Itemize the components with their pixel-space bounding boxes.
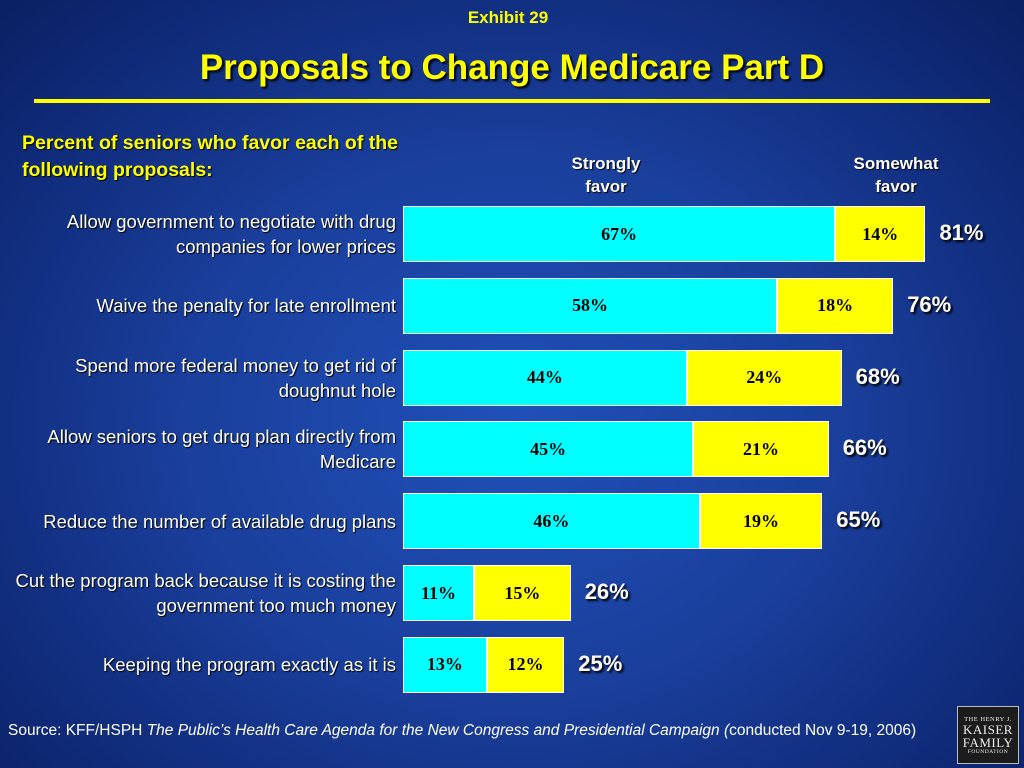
kaiser-family-foundation-logo: THE HENRY J. KAISER FAMILY FOUNDATION bbox=[957, 706, 1019, 764]
data-label: 19% bbox=[742, 510, 779, 531]
total-label: 76% bbox=[907, 291, 952, 317]
bar-segment-strongly-favor: 58% bbox=[403, 277, 778, 334]
bar-segment-somewhat-favor: 21% bbox=[693, 421, 829, 478]
chart-subtitle: Percent of seniors who favor each of the… bbox=[22, 132, 399, 181]
data-label: 44% bbox=[526, 367, 563, 388]
total-label: 66% bbox=[842, 435, 887, 461]
data-label: 13% bbox=[426, 654, 463, 675]
source-title: The Public’s Health Care Agenda for the … bbox=[146, 722, 730, 739]
bar-segment-strongly-favor: 67% bbox=[403, 206, 836, 262]
data-label: 12% bbox=[507, 654, 544, 675]
bar-segment-somewhat-favor: 12% bbox=[486, 636, 565, 693]
logo-line-1: THE HENRY J. bbox=[964, 715, 1012, 723]
page-title: Proposals to Change Medicare Part D bbox=[199, 48, 825, 87]
category-label: Reduce the number of available drug plan… bbox=[43, 510, 396, 532]
bar-segment-somewhat-favor: 24% bbox=[686, 349, 842, 406]
bar-segment-strongly-favor: 13% bbox=[403, 636, 487, 693]
bar-segment-somewhat-favor: 19% bbox=[699, 493, 823, 550]
bar-segment-somewhat-favor: 18% bbox=[777, 277, 894, 334]
category-label: Allow government to negotiate with drug … bbox=[66, 211, 396, 257]
bar-segment-strongly-favor: 44% bbox=[403, 349, 687, 406]
total-label: 25% bbox=[578, 650, 623, 676]
source-note: Source: KFF/HSPH The Public’s Health Car… bbox=[8, 720, 953, 741]
category-label: Spend more federal money to get rid of d… bbox=[75, 354, 396, 401]
data-label: 14% bbox=[862, 223, 899, 244]
data-label: 24% bbox=[746, 367, 783, 388]
source-prefix: Source: KFF/HSPH bbox=[8, 722, 147, 739]
total-label: 68% bbox=[855, 363, 900, 389]
bar-segment-somewhat-favor: 14% bbox=[835, 206, 926, 262]
data-label: 11% bbox=[420, 582, 456, 603]
title-divider bbox=[34, 99, 990, 103]
logo-line-2a: KAISER bbox=[963, 721, 1013, 737]
total-label: 26% bbox=[584, 579, 629, 604]
category-label: Keeping the program exactly as it is bbox=[102, 654, 396, 676]
logo-line-3: FOUNDATION bbox=[967, 748, 1009, 755]
category-label: Waive the penalty for late enrollment bbox=[96, 295, 396, 317]
data-label: 46% bbox=[533, 510, 570, 531]
bar-segment-strongly-favor: 11% bbox=[403, 565, 474, 621]
source-suffix: conducted Nov 9-19, 2006) bbox=[729, 722, 917, 739]
data-label: 67% bbox=[601, 223, 638, 244]
bar-segment-somewhat-favor: 15% bbox=[473, 565, 571, 621]
data-label: 18% bbox=[817, 295, 854, 316]
category-label: Allow seniors to get drug plan directly … bbox=[47, 426, 396, 473]
bar-segment-strongly-favor: 45% bbox=[403, 421, 694, 478]
bar-segment-strongly-favor: 46% bbox=[403, 493, 700, 550]
legend-somewhat-favor: Somewhat favor bbox=[853, 154, 939, 196]
total-label: 81% bbox=[939, 220, 984, 245]
legend-strongly-favor: Strongly favor bbox=[571, 154, 641, 196]
data-label: 45% bbox=[530, 438, 567, 459]
data-label: 58% bbox=[572, 295, 609, 316]
exhibit-number: Exhibit 29 bbox=[467, 8, 549, 27]
data-label: 21% bbox=[742, 438, 779, 459]
logo-line-2b: FAMILY bbox=[962, 734, 1014, 750]
category-label: Cut the program back because it is costi… bbox=[15, 570, 396, 616]
data-label: 15% bbox=[504, 582, 541, 603]
total-label: 65% bbox=[836, 507, 881, 533]
